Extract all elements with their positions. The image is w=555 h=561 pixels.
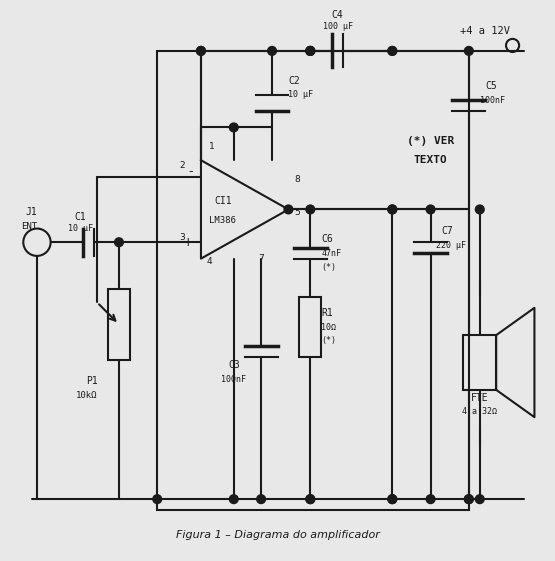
Text: 2: 2 bbox=[179, 162, 185, 171]
Circle shape bbox=[229, 123, 238, 132]
Bar bbox=[463, 335, 496, 390]
Circle shape bbox=[465, 495, 473, 504]
Text: P1: P1 bbox=[86, 376, 98, 387]
Text: ENT.: ENT. bbox=[21, 222, 42, 231]
Text: 100nF: 100nF bbox=[480, 96, 504, 105]
Text: C6: C6 bbox=[321, 234, 333, 244]
Text: 10 µF: 10 µF bbox=[289, 90, 314, 99]
Text: TEXTO: TEXTO bbox=[413, 155, 447, 165]
Text: 1: 1 bbox=[209, 142, 215, 151]
Circle shape bbox=[426, 495, 435, 504]
Text: 100nF: 100nF bbox=[221, 375, 246, 384]
Circle shape bbox=[196, 47, 205, 56]
Circle shape bbox=[306, 47, 315, 56]
Text: -: - bbox=[188, 165, 193, 178]
Text: 4: 4 bbox=[206, 257, 212, 266]
Text: +: + bbox=[182, 236, 193, 249]
Circle shape bbox=[388, 495, 397, 504]
Text: LM386: LM386 bbox=[209, 216, 236, 225]
Text: 5: 5 bbox=[294, 208, 300, 217]
Circle shape bbox=[465, 495, 473, 504]
Text: (*) VER: (*) VER bbox=[407, 136, 454, 146]
Circle shape bbox=[306, 47, 315, 56]
Circle shape bbox=[388, 205, 397, 214]
Text: 4 a 32Ω: 4 a 32Ω bbox=[462, 407, 497, 416]
Text: 220 µF: 220 µF bbox=[436, 241, 466, 250]
Circle shape bbox=[284, 205, 293, 214]
Text: (*): (*) bbox=[321, 263, 336, 272]
Circle shape bbox=[388, 205, 397, 214]
Circle shape bbox=[229, 495, 238, 504]
Text: 3: 3 bbox=[179, 232, 185, 241]
Text: 8: 8 bbox=[294, 175, 300, 184]
Text: CI1: CI1 bbox=[214, 196, 231, 206]
Text: R1: R1 bbox=[321, 308, 333, 318]
Text: +4 a 12V: +4 a 12V bbox=[460, 26, 510, 36]
Text: 7: 7 bbox=[258, 254, 264, 263]
Circle shape bbox=[476, 495, 484, 504]
Circle shape bbox=[153, 495, 162, 504]
Text: 100 µF: 100 µF bbox=[322, 22, 352, 31]
Circle shape bbox=[306, 205, 315, 214]
Bar bbox=[108, 289, 130, 360]
Text: 10kΩ: 10kΩ bbox=[75, 391, 97, 400]
Circle shape bbox=[306, 47, 315, 56]
Circle shape bbox=[476, 205, 484, 214]
Circle shape bbox=[426, 205, 435, 214]
Text: J1: J1 bbox=[26, 207, 37, 217]
Text: 47nF: 47nF bbox=[321, 249, 341, 258]
Circle shape bbox=[268, 47, 276, 56]
Text: (*): (*) bbox=[321, 337, 336, 346]
Bar bbox=[299, 297, 321, 357]
Circle shape bbox=[257, 495, 265, 504]
Text: 10 µF: 10 µF bbox=[68, 224, 93, 233]
Text: C1: C1 bbox=[75, 213, 87, 222]
Circle shape bbox=[388, 47, 397, 56]
Text: C3: C3 bbox=[228, 360, 240, 370]
Bar bbox=[157, 51, 469, 510]
Circle shape bbox=[388, 495, 397, 504]
Text: C5: C5 bbox=[485, 81, 497, 91]
Text: Figura 1 – Diagrama do amplificador: Figura 1 – Diagrama do amplificador bbox=[175, 530, 380, 540]
Text: C2: C2 bbox=[289, 76, 300, 86]
Text: 10Ω: 10Ω bbox=[321, 323, 336, 332]
Circle shape bbox=[388, 47, 397, 56]
Circle shape bbox=[114, 238, 123, 247]
Circle shape bbox=[306, 495, 315, 504]
Text: C7: C7 bbox=[441, 226, 453, 236]
Circle shape bbox=[196, 47, 205, 56]
Text: C4: C4 bbox=[332, 10, 344, 20]
Circle shape bbox=[306, 495, 315, 504]
Text: FTE: FTE bbox=[471, 393, 488, 403]
Circle shape bbox=[465, 47, 473, 56]
